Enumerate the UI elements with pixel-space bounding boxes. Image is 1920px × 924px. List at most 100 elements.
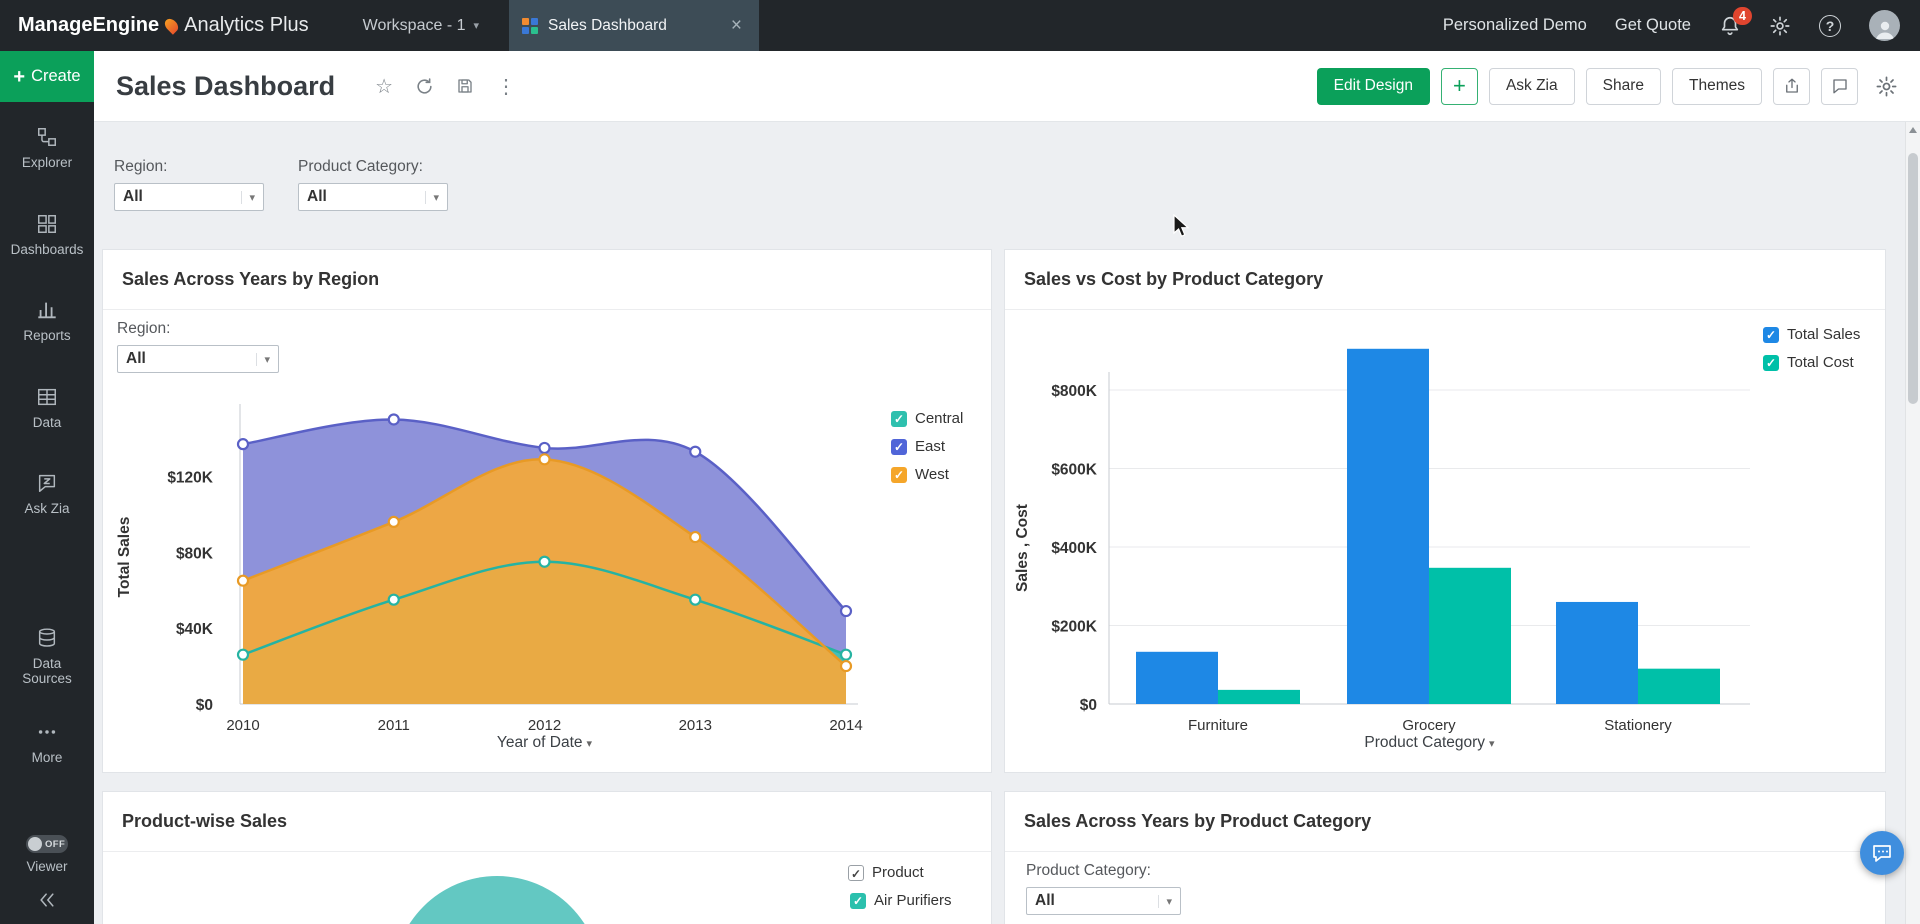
sidebar-item-more[interactable]: More (0, 721, 94, 766)
vertical-scrollbar[interactable] (1905, 122, 1920, 924)
scrollbar-thumb[interactable] (1908, 153, 1918, 404)
add-report-button[interactable]: + (1440, 67, 1478, 105)
svg-text:$600K: $600K (1051, 462, 1097, 479)
sidebar-item-data-sources[interactable]: Data Sources (0, 627, 94, 687)
chevron-down-icon: ▾ (425, 190, 439, 204)
topbar-right: Personalized Demo Get Quote 4 ? (1442, 6, 1900, 41)
legend-checkbox[interactable]: ✓ (850, 892, 866, 909)
card-region-filter-dropdown[interactable]: All ▾ (117, 345, 279, 373)
svg-text:Grocery: Grocery (1402, 717, 1456, 734)
notifications-bell-icon[interactable]: 4 (1719, 6, 1752, 37)
legend-item[interactable]: ✓ West (891, 466, 963, 483)
legend-checkbox[interactable]: ✓ (891, 410, 907, 427)
legend-checkbox[interactable]: ✓ (1763, 354, 1779, 371)
x-axis-caption[interactable]: Year of Date ▾ (243, 734, 846, 752)
legend-label: West (915, 466, 949, 483)
svg-text:$400K: $400K (1051, 540, 1097, 557)
sidebar-label: Data (32, 414, 62, 430)
collapse-sidebar-icon[interactable] (37, 890, 57, 910)
svg-text:2014: 2014 (829, 717, 862, 734)
export-icon[interactable] (1773, 67, 1810, 105)
brand-manageengine: ManageEngine (18, 14, 160, 36)
refresh-icon[interactable] (415, 77, 434, 96)
share-button[interactable]: Share (1585, 67, 1661, 105)
brand-analytics-plus: Analytics Plus (184, 14, 309, 36)
create-button[interactable]: + Create (0, 51, 94, 102)
explorer-icon (36, 126, 58, 148)
card-region-filter-label: Region: (117, 320, 171, 337)
plus-icon: + (13, 65, 26, 88)
category-filter-value: All (307, 188, 327, 205)
scroll-up-icon[interactable] (1906, 122, 1920, 137)
help-icon[interactable]: ? (1819, 14, 1841, 37)
viewer-label: Viewer (26, 859, 68, 874)
comments-icon[interactable] (1821, 67, 1858, 105)
settings-gear-icon[interactable] (1769, 15, 1791, 37)
workspace-label: Workspace - 1 (362, 16, 466, 34)
ask-zia-button[interactable]: Ask Zia (1488, 67, 1575, 105)
card-title: Product-wise Sales (103, 792, 991, 852)
card-category-filter-label: Product Category: (1026, 862, 1151, 879)
user-avatar[interactable] (1869, 10, 1900, 41)
title-toolbar: ☆ ⋮ (375, 74, 516, 99)
bar-chart-legend: ✓ Total Sales ✓ Total Cost (1763, 326, 1860, 371)
x-axis-caption-label: Year of Date (496, 734, 583, 751)
category-filter-dropdown[interactable]: All ▾ (298, 183, 448, 211)
sidebar-item-data[interactable]: Data (0, 386, 94, 431)
save-icon[interactable] (456, 77, 474, 95)
pie-chart[interactable] (393, 876, 601, 924)
svg-text:2013: 2013 (679, 717, 712, 734)
dashboard-content: Region: All ▾ Product Category: All ▾ Sa… (94, 122, 1920, 924)
themes-button[interactable]: Themes (1672, 67, 1762, 105)
toggle-off-label: OFF (45, 838, 66, 850)
dashboard-settings-gear-icon[interactable] (1875, 75, 1898, 98)
more-options-kebab-icon[interactable]: ⋮ (496, 75, 517, 98)
legend-checkbox[interactable]: ✓ (891, 438, 907, 455)
sidebar-item-explorer[interactable]: Explorer (0, 126, 94, 171)
sidebar-label: Reports (23, 328, 71, 344)
sidebar-label: More (31, 749, 63, 765)
viewer-toggle[interactable]: OFF (26, 835, 68, 853)
tab-sales-dashboard[interactable]: Sales Dashboard × (509, 0, 759, 51)
personalized-demo-link[interactable]: Personalized Demo (1442, 16, 1587, 34)
legend-checkbox[interactable]: ✓ (891, 466, 907, 483)
legend-item[interactable]: ✓ Product (848, 864, 952, 881)
legend-item[interactable]: ✓ Central (891, 410, 963, 427)
sidebar-item-dashboards[interactable]: Dashboards (0, 213, 94, 258)
data-icon (36, 386, 58, 408)
viewer-toggle-block: OFF Viewer (26, 835, 68, 874)
legend-item[interactable]: ✓ East (891, 438, 963, 455)
sidebar-item-ask-zia[interactable]: Ask Zia (0, 472, 94, 517)
favorite-star-icon[interactable]: ☆ (375, 75, 394, 98)
legend-item[interactable]: ✓ Air Purifiers (850, 892, 952, 909)
page-header: Sales Dashboard ☆ ⋮ Edit Design + Ask Zi… (94, 51, 1920, 122)
edit-design-button[interactable]: Edit Design (1316, 67, 1430, 105)
bar-chart-canvas[interactable]: $0 $200K $400K $600K $800K Furniture Grocery St… (1005, 310, 1885, 772)
legend-label: Total Sales (1787, 326, 1861, 343)
region-filter-dropdown[interactable]: All ▾ (114, 183, 264, 211)
x-axis-caption[interactable]: Product Category ▾ (1109, 734, 1750, 752)
legend-label: East (915, 438, 946, 455)
area-chart-canvas[interactable]: $0 $40K $80K $120K 2010 2011 2012 2013 2014 Total… (103, 310, 991, 772)
workspace-selector[interactable]: Workspace - 1 ▾ (363, 17, 479, 35)
notification-count-badge: 4 (1733, 6, 1752, 25)
topbar: ManageEngine Analytics Plus Workspace - … (0, 0, 1920, 51)
legend-checkbox[interactable]: ✓ (848, 864, 864, 881)
card-category-filter-dropdown[interactable]: All ▾ (1026, 887, 1181, 915)
legend-item[interactable]: ✓ Total Cost (1763, 354, 1860, 371)
data-sources-icon (36, 627, 58, 649)
sidebar-label: Dashboards (10, 241, 84, 257)
zia-chat-fab[interactable] (1860, 831, 1904, 875)
get-quote-link[interactable]: Get Quote (1614, 16, 1691, 34)
svg-text:$0: $0 (196, 697, 213, 714)
card-sales-vs-cost-by-product-category: Sales vs Cost by Product Category $0 $200… (1004, 249, 1886, 773)
chevron-down-icon: ▾ (1489, 738, 1495, 750)
legend-item[interactable]: ✓ Total Sales (1763, 326, 1860, 343)
close-tab-icon[interactable]: × (730, 15, 742, 36)
legend-checkbox[interactable]: ✓ (1763, 326, 1779, 343)
region-filter-label: Region: (114, 158, 168, 175)
sidebar-item-reports[interactable]: Reports (0, 299, 94, 344)
pie-chart-legend: ✓ Product ✓ Air Purifiers (848, 864, 952, 909)
area-chart-legend: ✓ Central ✓ East ✓ West (891, 410, 963, 483)
svg-text:Total Sales: Total Sales (116, 517, 133, 598)
